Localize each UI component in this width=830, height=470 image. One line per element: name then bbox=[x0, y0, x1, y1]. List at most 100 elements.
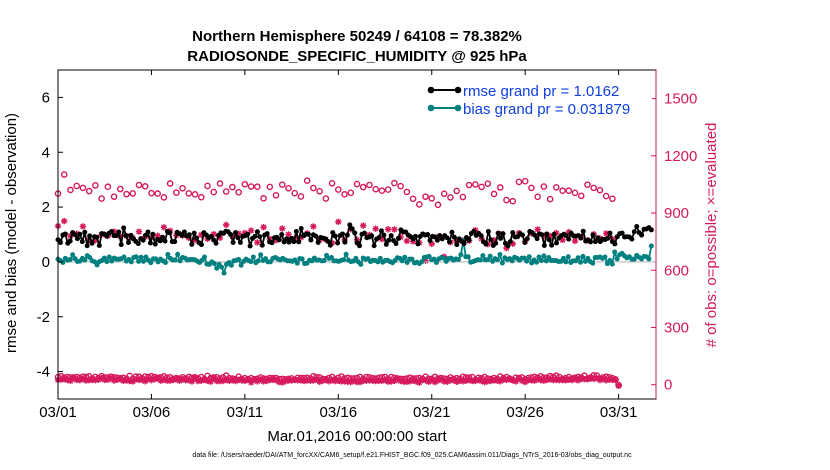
chart-title-line2: RADIOSONDE_SPECIFIC_HUMIDITY @ 925 hPa bbox=[187, 48, 527, 65]
rmse-point bbox=[415, 241, 421, 247]
rmse-point bbox=[546, 237, 552, 243]
obs-possible-upper-point bbox=[366, 181, 373, 189]
obs-evaluated-upper-point bbox=[553, 229, 560, 237]
obs-possible-upper-point bbox=[310, 184, 317, 192]
obs-evaluated-lower-point bbox=[596, 376, 604, 384]
rmse-point bbox=[425, 232, 431, 237]
obs-evaluated-lower-point bbox=[512, 378, 520, 385]
rmse-series bbox=[55, 222, 654, 249]
obs-evaluated-lower-point bbox=[142, 378, 149, 385]
obs-evaluated-lower-point bbox=[593, 374, 601, 382]
rmse-point bbox=[189, 241, 195, 247]
rmse-point bbox=[150, 231, 156, 237]
bias-point bbox=[343, 251, 349, 257]
y-left-tick-label: -2 bbox=[37, 309, 50, 326]
rmse-point bbox=[235, 235, 241, 241]
obs-evaluated-upper-point bbox=[92, 237, 99, 244]
obs-evaluated-lower-point bbox=[232, 377, 239, 385]
obs-possible-upper-point bbox=[434, 201, 442, 209]
obs-evaluated-upper-point bbox=[546, 232, 554, 240]
bias-point bbox=[631, 256, 637, 262]
legend-rmse-marker-right bbox=[454, 86, 462, 94]
obs-evaluated-upper-point bbox=[571, 237, 579, 245]
obs-evaluated-lower-point bbox=[531, 377, 538, 384]
obs-evaluated-lower-point bbox=[151, 376, 158, 383]
bias-point bbox=[534, 259, 540, 265]
obs-possible-upper-point bbox=[353, 180, 361, 188]
rmse-point bbox=[634, 224, 640, 230]
obs-evaluated-upper-point bbox=[602, 230, 610, 237]
rmse-point bbox=[157, 238, 163, 244]
bias-point bbox=[104, 259, 110, 265]
footnote: data file: /Users/raeder/DAI/ATM_forcXX/… bbox=[192, 452, 632, 459]
bias-point bbox=[578, 259, 584, 265]
y-right-tick-label: 900 bbox=[664, 205, 689, 222]
bias-point bbox=[294, 260, 300, 266]
y-left-tick-label: 0 bbox=[42, 254, 50, 271]
obs-evaluated-lower-point bbox=[98, 375, 105, 382]
rmse-point bbox=[145, 229, 151, 235]
obs-evaluated-lower-point bbox=[79, 375, 87, 383]
bias-point bbox=[526, 254, 532, 260]
obs-evaluated-upper-point bbox=[534, 226, 541, 233]
obs-evaluated-upper-point bbox=[328, 239, 336, 247]
rmse-point bbox=[454, 242, 460, 248]
rmse-point bbox=[466, 237, 472, 243]
y-right-tick-label: 600 bbox=[664, 262, 689, 279]
rmse-point bbox=[208, 233, 214, 239]
obs-evaluated-lower-point bbox=[123, 377, 130, 384]
bias-point bbox=[267, 259, 273, 265]
y-axis-left-label: rmse and bias (model - observation) bbox=[3, 113, 20, 353]
bias-point bbox=[497, 252, 503, 258]
obs-possible-upper-point bbox=[135, 181, 143, 189]
bias-point bbox=[375, 259, 381, 265]
obs-possible-upper-point bbox=[397, 182, 404, 190]
obs-possible-upper-point bbox=[409, 195, 417, 203]
obs-possible-upper-point bbox=[241, 180, 249, 188]
obs-possible-upper-point bbox=[166, 180, 174, 187]
obs-possible-upper-point bbox=[509, 197, 517, 205]
obs-evaluated-upper-point bbox=[160, 224, 168, 231]
obs-possible-upper-point bbox=[185, 190, 193, 197]
rmse-point bbox=[344, 232, 350, 238]
rmse-point bbox=[313, 233, 319, 239]
rmse-point bbox=[427, 238, 433, 244]
obs-evaluated-lower-point bbox=[546, 376, 554, 383]
obs-possible-upper-point bbox=[540, 183, 548, 190]
obs-evaluated-upper-point bbox=[360, 222, 367, 229]
obs-evaluated-lower-point bbox=[154, 375, 161, 382]
obs-possible-upper-point bbox=[210, 188, 218, 196]
rmse-point bbox=[116, 229, 122, 235]
obs-evaluated-lower-point bbox=[310, 377, 317, 384]
obs-possible-upper-point bbox=[197, 193, 205, 201]
rmse-point bbox=[257, 234, 263, 240]
obs-evaluated-upper-point bbox=[67, 232, 74, 240]
obs-possible-upper-point bbox=[272, 192, 280, 199]
y-right-tick-label: 1200 bbox=[664, 148, 697, 165]
bias-point bbox=[402, 254, 408, 260]
rmse-point bbox=[72, 232, 78, 238]
obs-evaluated-upper-point bbox=[79, 223, 87, 230]
rmse-point bbox=[308, 237, 314, 243]
bias-point bbox=[433, 259, 439, 265]
rmse-point bbox=[381, 232, 387, 238]
rmse-point bbox=[519, 232, 525, 238]
rmse-point bbox=[191, 230, 197, 236]
rmse-point bbox=[485, 228, 491, 234]
obs-evaluated-lower-point bbox=[226, 377, 233, 385]
x-tick-label: 03/11 bbox=[227, 404, 263, 421]
rmse-point bbox=[605, 235, 611, 241]
rmse-point bbox=[500, 231, 506, 237]
bias-point bbox=[377, 255, 383, 261]
obs-possible-upper-point bbox=[235, 188, 242, 196]
y-left-tick-label: 2 bbox=[42, 199, 50, 216]
obs-evaluated-lower-point bbox=[272, 376, 280, 384]
bias-point bbox=[563, 259, 569, 265]
obs-evaluated-upper-point bbox=[110, 228, 118, 235]
obs-evaluated-lower-point bbox=[319, 377, 326, 384]
bias-point bbox=[221, 270, 227, 276]
obs-possible-upper-point bbox=[104, 183, 112, 191]
obs-evaluated-lower-point bbox=[574, 377, 582, 384]
bias-point bbox=[648, 243, 654, 249]
bias-point bbox=[480, 253, 486, 259]
